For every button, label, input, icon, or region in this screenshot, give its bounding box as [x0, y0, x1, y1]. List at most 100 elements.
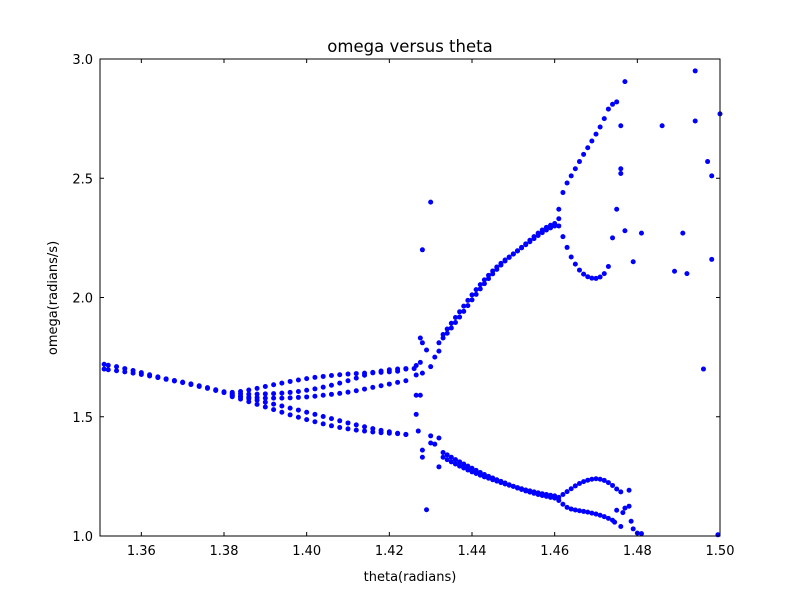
data-point	[614, 486, 620, 492]
data-point	[692, 118, 698, 124]
data-point	[415, 428, 421, 434]
data-point	[312, 411, 318, 417]
plot-frame	[99, 58, 721, 537]
data-point	[539, 227, 545, 233]
x-tick-label: 1.36	[127, 544, 156, 559]
data-point	[221, 389, 227, 395]
data-point	[494, 478, 500, 484]
data-point	[597, 274, 603, 280]
data-point	[345, 420, 351, 426]
data-point	[295, 388, 301, 394]
data-point	[477, 472, 483, 478]
data-point	[519, 244, 525, 250]
data-point	[337, 380, 343, 386]
data-point	[461, 465, 467, 471]
data-point	[618, 523, 624, 529]
data-point	[498, 260, 504, 266]
data-point	[461, 308, 467, 314]
data-point	[204, 385, 210, 391]
data-point	[428, 199, 434, 205]
data-point	[262, 404, 268, 410]
data-point	[262, 391, 268, 397]
data-point	[417, 392, 423, 398]
data-point	[254, 401, 260, 407]
data-point	[370, 384, 376, 390]
x-tick-label: 1.44	[458, 544, 487, 559]
data-point	[386, 430, 392, 436]
data-point	[510, 483, 516, 489]
data-point	[419, 454, 425, 460]
data-point	[523, 241, 529, 247]
data-point	[122, 366, 128, 372]
data-point	[440, 454, 446, 460]
data-point	[440, 331, 446, 337]
data-point	[597, 512, 603, 518]
data-point	[535, 230, 541, 236]
data-point	[465, 467, 471, 473]
data-point	[287, 378, 293, 384]
data-point	[556, 497, 562, 503]
x-tick-label: 1.40	[292, 544, 321, 559]
data-point	[593, 275, 599, 281]
data-point	[502, 481, 508, 487]
data-point	[180, 379, 186, 385]
data-point	[477, 282, 483, 288]
data-point	[601, 514, 607, 520]
data-point	[328, 382, 334, 388]
data-point	[413, 392, 419, 398]
data-point	[287, 405, 293, 411]
data-point	[304, 376, 310, 382]
data-point	[328, 391, 334, 397]
data-point	[709, 256, 715, 262]
data-point	[295, 407, 301, 413]
data-point	[417, 335, 423, 341]
data-point	[585, 274, 591, 280]
y-tick-label: 1.5	[72, 411, 93, 426]
data-point	[457, 314, 463, 320]
data-point	[610, 101, 616, 107]
data-point	[163, 376, 169, 382]
data-point	[523, 487, 529, 493]
data-point	[155, 374, 161, 380]
data-point	[312, 419, 318, 425]
data-point	[147, 372, 153, 378]
data-point	[564, 244, 570, 250]
data-point	[436, 435, 442, 441]
data-point	[514, 248, 520, 254]
data-point	[419, 247, 425, 253]
data-point	[271, 391, 277, 397]
data-point	[576, 267, 582, 273]
data-point	[552, 493, 558, 499]
data-point	[564, 180, 570, 186]
data-point	[539, 491, 545, 497]
data-point	[465, 303, 471, 309]
data-point	[295, 414, 301, 420]
data-point	[271, 401, 277, 407]
data-point	[444, 326, 450, 332]
data-point	[105, 362, 111, 368]
data-point	[626, 487, 632, 493]
data-point	[304, 409, 310, 415]
data-point	[506, 254, 512, 260]
data-point	[444, 452, 450, 458]
data-point	[362, 428, 368, 434]
data-point	[556, 216, 562, 222]
data-point	[548, 222, 554, 228]
data-point	[605, 515, 611, 521]
data-point	[413, 362, 419, 368]
data-point	[548, 492, 554, 498]
data-point	[436, 464, 442, 470]
data-point	[481, 474, 487, 480]
data-point	[457, 309, 463, 315]
data-point	[362, 424, 368, 430]
data-point	[560, 492, 566, 497]
data-point	[452, 461, 458, 467]
data-point	[684, 271, 690, 277]
data-point	[572, 483, 578, 489]
data-point	[622, 505, 628, 511]
data-point	[320, 392, 326, 398]
data-point	[473, 471, 479, 477]
data-point	[105, 367, 111, 373]
data-point	[353, 371, 359, 377]
data-point	[238, 388, 244, 394]
